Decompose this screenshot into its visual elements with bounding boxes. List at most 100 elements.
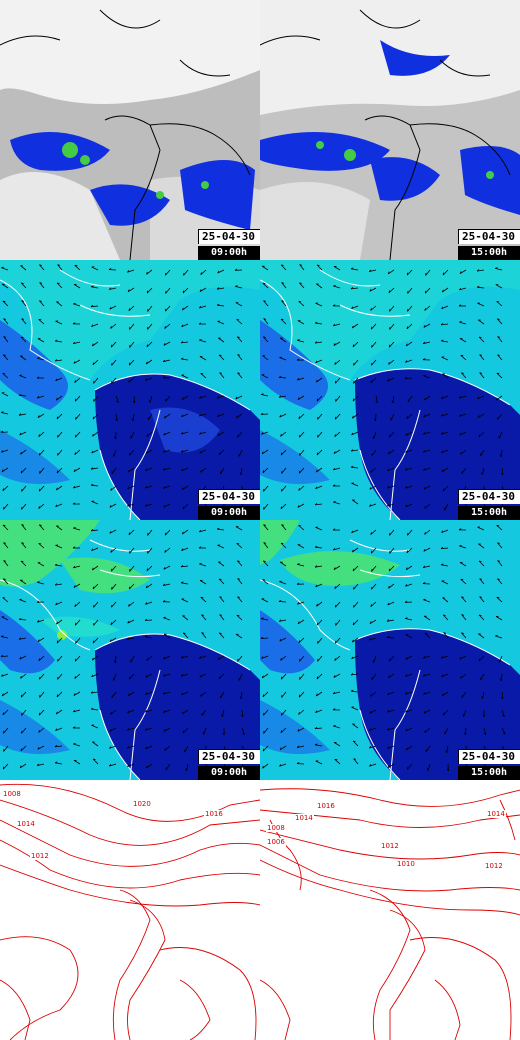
wind-arrow-head (406, 326, 408, 329)
wind-arrow (352, 547, 359, 553)
wind-arrow-head (56, 470, 59, 474)
wind-arrow (92, 431, 99, 437)
wind-arrow-head (387, 468, 390, 472)
wind-arrow (146, 655, 153, 661)
wind-arrow (92, 637, 99, 644)
wind-arrow (2, 300, 9, 307)
wind-arrow-head (56, 694, 59, 698)
wind-arrow-head (406, 550, 408, 553)
wind-arrow-head (281, 300, 285, 302)
wind-arrow-head (127, 745, 130, 749)
wind-arrow (443, 709, 449, 716)
wind-arrow (127, 485, 135, 490)
wind-arrow-head (235, 285, 238, 287)
wind-arrow-head (297, 621, 300, 624)
wind-arrow-head (145, 468, 148, 471)
wind-arrow (73, 284, 81, 289)
wind-arrow (281, 282, 287, 289)
wind-arrow (2, 373, 9, 379)
wind-arrow (1, 616, 9, 621)
wind-arrow-head (20, 336, 24, 339)
wind-arrow (92, 565, 99, 571)
wind-arrow (316, 395, 323, 402)
wind-arrow-head (441, 306, 444, 309)
wind-arrow (235, 526, 243, 531)
wind-arrow-head (56, 621, 58, 625)
wind-arrow (315, 527, 323, 531)
wind-arrow-head (370, 326, 373, 330)
wind-arrow (461, 632, 467, 639)
wind-arrow-head (110, 325, 112, 329)
wind-arrow-head (54, 339, 58, 342)
wind-arrow-head (333, 567, 336, 570)
wind-arrow-head (216, 287, 220, 290)
wind-arrow-head (387, 692, 390, 696)
wind-arrow-head (405, 360, 408, 363)
wind-arrow-head (2, 712, 4, 715)
wind-arrow (263, 524, 269, 531)
wind-arrow (299, 264, 305, 271)
wind-arrow (238, 449, 243, 457)
wind-arrow (498, 431, 503, 439)
satellite-map (0, 0, 260, 260)
wind-arrow (181, 358, 189, 361)
wind-arrow-head (90, 528, 94, 532)
wind-arrow (495, 635, 503, 639)
wind-arrow-head (72, 726, 76, 729)
wind-arrow (39, 467, 45, 474)
wind-arrow-head (236, 614, 240, 617)
wind-arrow (163, 709, 171, 713)
wind-arrow-head (332, 708, 336, 711)
wind-arrow (129, 673, 135, 680)
wind-arrow-head (350, 465, 354, 468)
wind-arrow-head (91, 567, 94, 571)
wind-arrow-head (405, 567, 408, 570)
wind-arrow-head (388, 658, 391, 662)
wind-panel-a-0900: 25-04-30 09:00h (0, 260, 260, 520)
wind-arrow (163, 359, 171, 363)
wind-arrow (37, 581, 45, 585)
wind-arrow (441, 431, 449, 435)
wind-arrow-head (93, 758, 96, 760)
wind-arrow-head (296, 582, 300, 585)
wind-arrow (91, 724, 99, 729)
wind-arrow (263, 560, 269, 567)
wind-arrow (57, 264, 63, 271)
wind-arrow-head (263, 524, 267, 526)
wind-arrow-head (146, 658, 148, 661)
wind-arrow-head (424, 506, 426, 509)
satellite-panel-1500: 25-04-30 15:00h (260, 0, 520, 260)
wind-arrow-head (219, 596, 223, 598)
wind-arrow-head (353, 758, 357, 760)
wind-arrow-head (91, 450, 94, 454)
wind-arrow (369, 287, 377, 292)
wind-arrow (316, 691, 323, 697)
wind-arrow (316, 601, 323, 607)
wind-arrow (334, 359, 341, 365)
wind-arrow-head (423, 711, 426, 714)
wind-arrow (181, 467, 189, 472)
wind-arrow (444, 503, 449, 511)
wind-arrow (75, 655, 81, 662)
wind-arrow-head (350, 673, 354, 676)
wind-arrow-head (37, 620, 40, 623)
wind-arrow (388, 583, 395, 589)
wind-arrow-head (372, 436, 375, 439)
wind-arrow (73, 485, 81, 489)
wind-arrow (91, 323, 99, 327)
wind-arrow-head (350, 286, 354, 290)
wind-arrow (145, 673, 153, 678)
wind-arrow-head (369, 764, 372, 767)
wind-arrow-head (440, 546, 444, 550)
wind-arrow (405, 431, 413, 436)
wind-arrow (39, 673, 45, 680)
wind-arrow (424, 305, 431, 311)
wind-arrow (297, 320, 305, 325)
wind-arrow-head (73, 709, 76, 713)
wind-arrow (0, 655, 9, 657)
wind-arrow-head (387, 486, 390, 489)
wind-arrow (333, 449, 341, 454)
wind-arrow-head (370, 532, 372, 535)
wind-arrow-head (74, 264, 78, 267)
wind-arrow-head (185, 768, 187, 772)
